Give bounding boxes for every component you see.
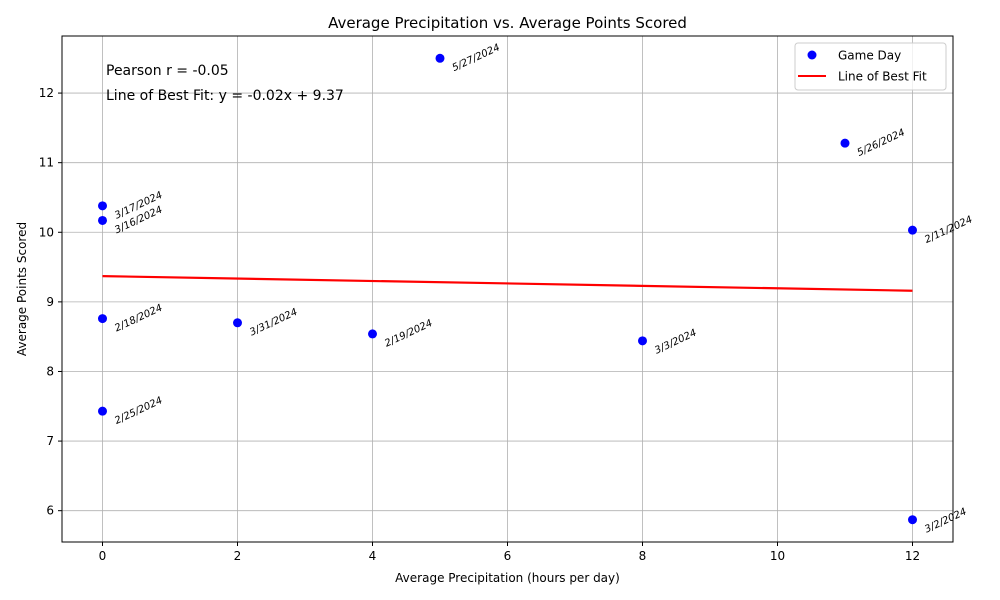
y-tick-label: 9	[46, 295, 54, 309]
y-tick-label: 8	[46, 364, 54, 378]
x-tick-label: 2	[234, 549, 242, 563]
data-point	[908, 225, 917, 235]
point-label: 2/11/2024	[923, 214, 974, 246]
legend-marker-game-day	[807, 50, 817, 60]
y-tick-label: 11	[39, 156, 54, 170]
best-fit-line-layer	[102, 275, 913, 292]
pearson-annotation: Pearson r = -0.05	[106, 63, 229, 79]
x-tick-label: 8	[639, 549, 647, 563]
data-point	[840, 138, 850, 148]
legend-entry-game-day: Game Day	[838, 49, 901, 63]
fit-equation-annotation: Line of Best Fit: y = -0.02x + 9.37	[106, 88, 344, 104]
point-label: 2/18/2024	[113, 303, 164, 335]
point-label: 3/3/2024	[653, 328, 698, 357]
legend-box	[794, 42, 947, 91]
data-point	[98, 406, 107, 416]
y-tick-label: 7	[46, 434, 54, 448]
best-fit-line	[102, 275, 913, 292]
x-tick-label: 4	[369, 549, 377, 563]
data-point	[98, 201, 107, 211]
axis-ticks: 0 2 4 6 8 10 12 6 7 8 9 10 11 12	[39, 86, 920, 563]
x-tick-label: 10	[770, 549, 785, 563]
point-label: 2/19/2024	[383, 318, 434, 350]
data-points	[98, 53, 917, 525]
point-label: 5/26/2024	[856, 127, 907, 159]
y-tick-label: 12	[39, 86, 54, 100]
legend: Game Day Line of Best Fit	[794, 42, 947, 91]
x-tick-label: 6	[504, 549, 512, 563]
x-axis-label: Average Precipitation (hours per day)	[395, 571, 620, 585]
y-tick-label: 6	[46, 504, 54, 518]
point-label: 2/25/2024	[113, 395, 164, 427]
data-point	[233, 318, 242, 328]
y-axis-label: Average Points Scored	[15, 222, 29, 356]
y-tick-label: 10	[39, 225, 54, 239]
chart-title: Average Precipitation vs. Average Points…	[328, 14, 687, 32]
data-point	[435, 53, 445, 63]
point-label: 5/27/2024	[451, 42, 502, 74]
point-label: 3/31/2024	[248, 307, 299, 339]
x-tick-label: 0	[99, 549, 107, 563]
data-point	[98, 314, 107, 324]
data-point	[638, 336, 647, 346]
x-tick-label: 12	[905, 549, 920, 563]
legend-entry-best-fit: Line of Best Fit	[838, 70, 927, 84]
data-point	[98, 215, 107, 225]
data-point	[368, 329, 377, 339]
data-point	[908, 515, 917, 525]
